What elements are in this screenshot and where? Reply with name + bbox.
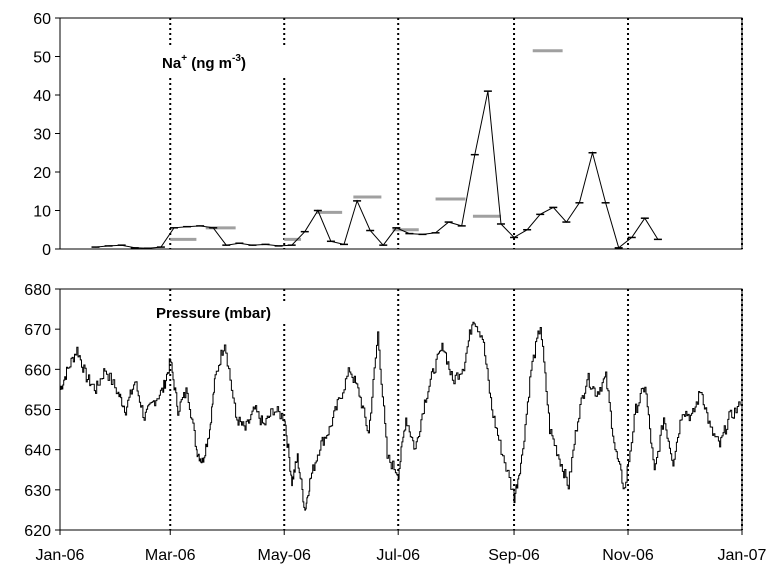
x-axis: Jan-06 Mar-06 May-06 Jul-06 Sep-06 Nov-06 Jan-… bbox=[36, 530, 767, 564]
pressure-plot-frame bbox=[59, 288, 743, 531]
pressure-ytick-label: 640 bbox=[24, 443, 51, 460]
na-ytick-label: 10 bbox=[33, 204, 51, 221]
na-ytick-label: 20 bbox=[33, 165, 51, 182]
pressure-title: Pressure (mbar) bbox=[156, 305, 271, 322]
xtick-label: May-06 bbox=[258, 547, 311, 564]
na-y-axis: 0 10 20 30 40 50 60 bbox=[33, 11, 60, 259]
na-ytick-label: 0 bbox=[42, 242, 51, 259]
xtick-label: Jan-06 bbox=[36, 547, 85, 564]
na-title: Na+ (ng m-3) bbox=[162, 53, 246, 72]
na-series-line bbox=[95, 91, 659, 249]
pressure-ytick-label: 680 bbox=[24, 282, 51, 299]
xtick-label: Jan-07 bbox=[718, 547, 767, 564]
pressure-ytick-label: 620 bbox=[24, 523, 51, 540]
na-gray-segments bbox=[170, 49, 563, 241]
na-markers bbox=[91, 90, 662, 249]
na-ytick-label: 60 bbox=[33, 11, 51, 28]
xtick-label: Nov-06 bbox=[602, 547, 654, 564]
na-ytick-label: 40 bbox=[33, 88, 51, 105]
na-ytick-label: 50 bbox=[33, 50, 51, 67]
na-panel: 0 10 20 30 40 50 60 Na+ (ng m-3) bbox=[33, 11, 743, 259]
pressure-ytick-label: 660 bbox=[24, 362, 51, 379]
na-title-background bbox=[158, 48, 288, 78]
pressure-y-axis: 620 630 640 650 660 670 680 bbox=[24, 282, 60, 540]
na-ytick-label: 30 bbox=[33, 127, 51, 144]
xtick-label: Jul-06 bbox=[376, 547, 420, 564]
pressure-month-lines bbox=[169, 289, 743, 530]
pressure-series-line bbox=[60, 321, 741, 511]
na-month-lines bbox=[169, 18, 743, 249]
xtick-label: Mar-06 bbox=[145, 547, 196, 564]
pressure-title-background bbox=[152, 302, 308, 324]
pressure-ytick-label: 670 bbox=[24, 322, 51, 339]
pressure-ytick-label: 630 bbox=[24, 483, 51, 500]
pressure-ytick-label: 650 bbox=[24, 403, 51, 420]
pressure-panel: 620 630 640 650 660 670 680 Pressure (mbar) Ja… bbox=[24, 282, 766, 564]
xtick-label: Sep-06 bbox=[488, 547, 540, 564]
